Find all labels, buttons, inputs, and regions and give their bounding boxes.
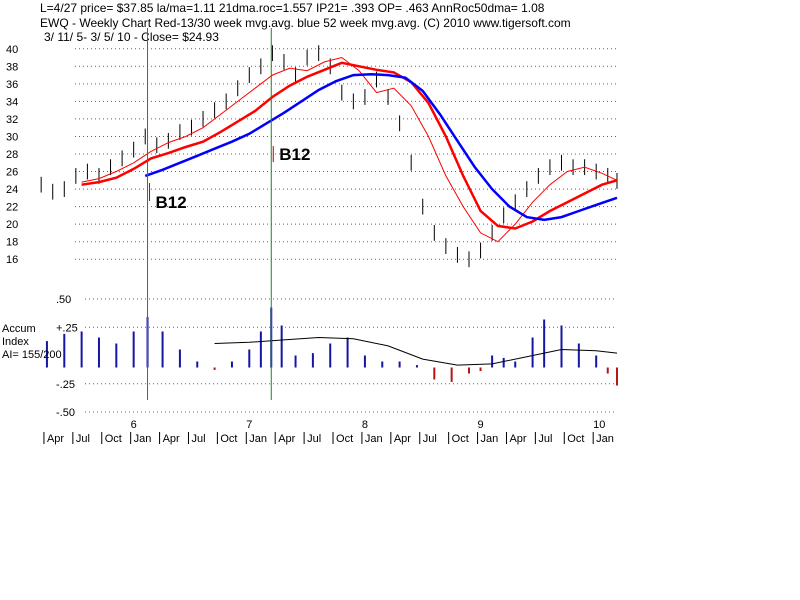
year-tick-label: 10 [593,419,605,431]
month-tick-label: Apr [47,433,64,445]
price-bars [40,45,618,268]
mvg-avg-line-3 [144,72,618,222]
month-tick-label: Apr [509,433,526,445]
month-tick-label: Jan [365,433,383,445]
signal-vertical-lines [147,28,272,400]
mvg-avg-line-2 [81,61,618,230]
month-tick-label: Oct [220,433,237,445]
month-tick-label: Jan [596,433,614,445]
price-tick-label: 32 [6,114,18,126]
month-tick-label: Oct [336,433,353,445]
price-tick-label: 34 [6,96,18,108]
price-tick-label: 40 [6,44,18,56]
month-tick-label: Jul [307,433,321,445]
month-tick-label: Oct [567,433,584,445]
month-tick-label: Jul [538,433,552,445]
ai-value-label: AI= 155/200 [2,349,62,361]
accum-label: Accum [2,323,36,335]
accum-tick-label: +.25 [56,322,78,334]
month-tick-label: Apr [394,433,411,445]
moving-average-lines [81,56,618,243]
month-tick-label: Oct [105,433,122,445]
year-tick-label: 9 [478,419,484,431]
accum-tick-label: .50 [56,294,71,306]
price-tick-label: 26 [6,167,18,179]
month-tick-label: Jul [191,433,205,445]
price-tick-label: 18 [6,237,18,249]
year-tick-label: 7 [246,419,252,431]
accum-grid [85,298,617,413]
x-axis: 6 7 8 9 10 Apr Jul Oct Jan Apr Jul Oct Jan Apr Jul Oct J… [43,419,614,445]
header-line-2: EWQ - Weekly Chart Red-13/30 week mvg.av… [40,16,571,30]
accum-tick-label: -.50 [56,407,75,419]
signal-markers: B12 B12 [149,145,310,212]
mvg-avg-line-1 [81,56,618,243]
year-tick-label: 8 [362,419,368,431]
price-grid [75,48,617,260]
accum-tick-labels: .50 +.25 -.25 -.50 [56,294,78,419]
month-tick-label: Apr [163,433,180,445]
header-line-1: L=4/27 price= $37.85 la/ma=1.11 21dma.ro… [40,1,545,15]
month-tick-label: Jan [134,433,152,445]
accum-bars [45,307,618,386]
price-tick-label: 16 [6,254,18,266]
accum-mvg-avg [214,336,618,366]
signal-label: B12 [279,145,310,164]
month-tick-label: Apr [278,433,295,445]
price-tick-label: 24 [6,184,18,196]
month-tick-label: Oct [452,433,469,445]
accum-mvg-avg-line [214,336,618,366]
price-tick-label: 30 [6,131,18,143]
price-tick-label: 20 [6,219,18,231]
month-tick-label: Jul [423,433,437,445]
index-label: Index [2,336,29,348]
signal-label: B12 [156,193,187,212]
month-tick-label: Jan [249,433,267,445]
year-tick-label: 6 [131,419,137,431]
price-tick-label: 38 [6,61,18,73]
price-tick-label: 22 [6,202,18,214]
header-line-3: 3/ 11/ 5- 3/ 5/ 10 - Close= $24.93 [44,30,219,44]
month-tick-label: Jul [76,433,90,445]
price-tick-label: 36 [6,79,18,91]
price-tick-labels: 40 38 36 34 32 30 28 26 24 22 20 18 16 [6,44,18,266]
accum-tick-label: -.25 [56,379,75,391]
month-tick-label: Jan [481,433,499,445]
price-tick-label: 28 [6,149,18,161]
